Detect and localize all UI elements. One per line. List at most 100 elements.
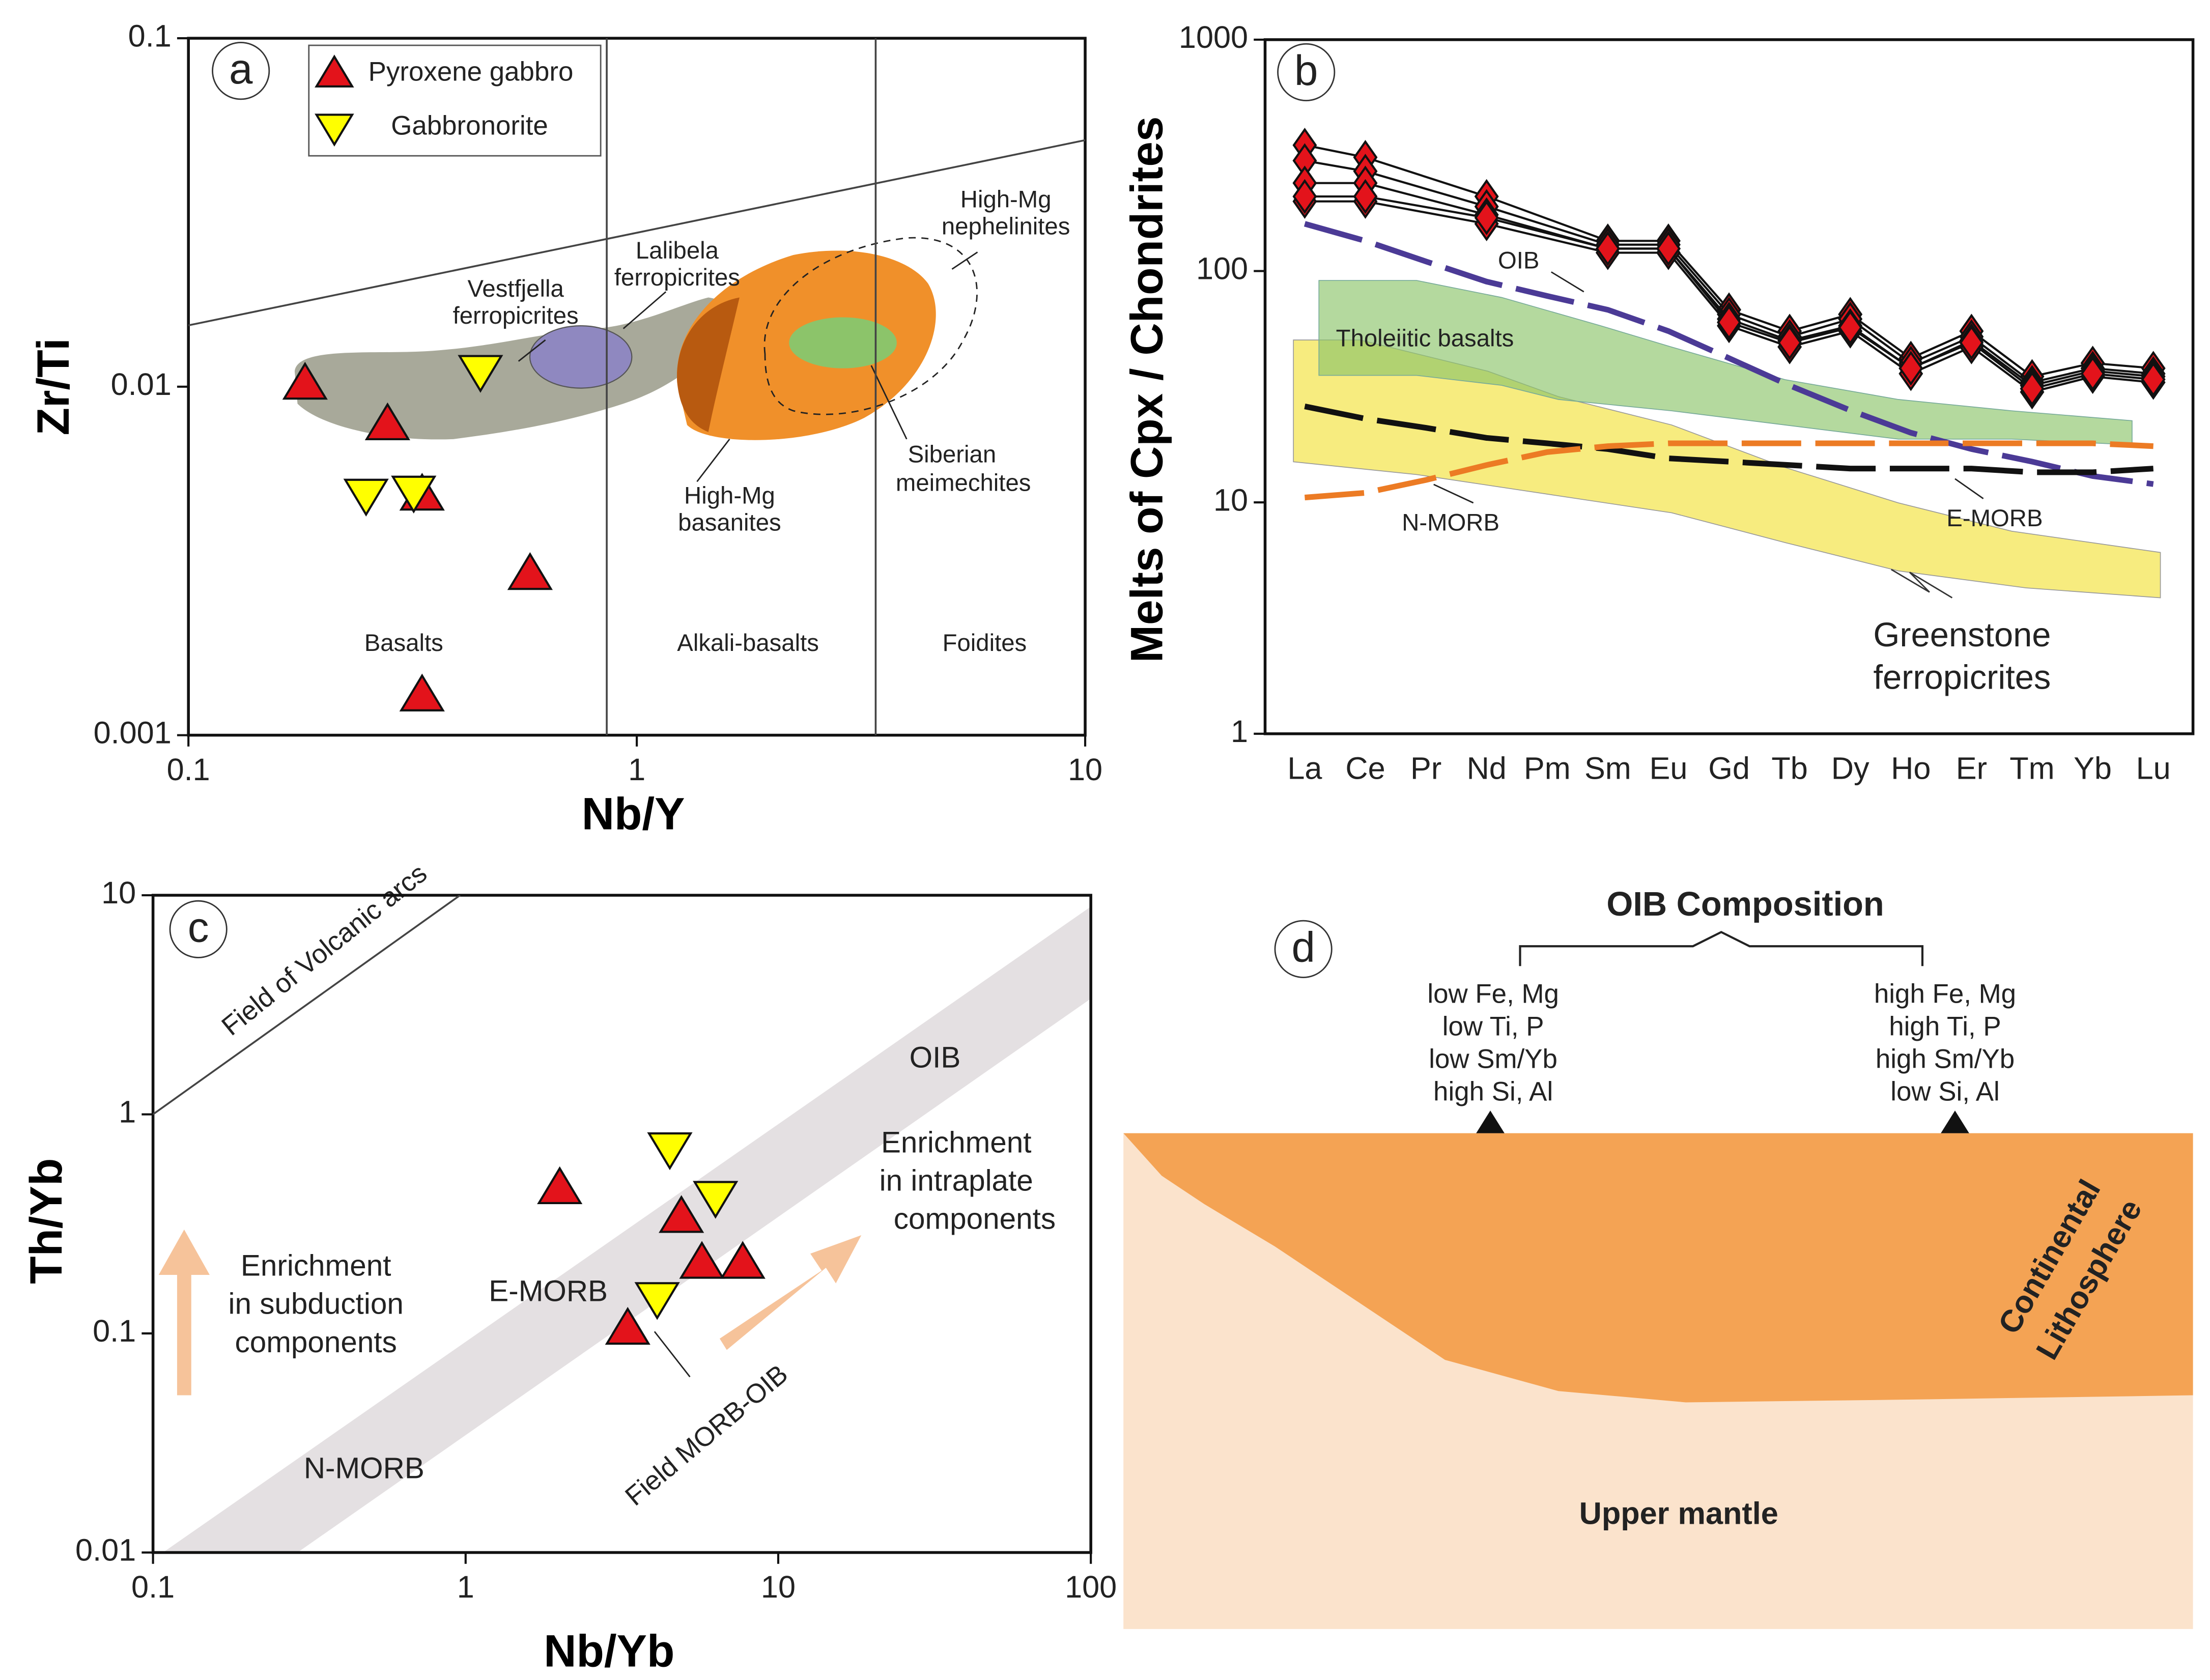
annotation: nephelinites — [942, 213, 1070, 240]
annotation: Enrichment — [241, 1249, 391, 1282]
panel-badge — [212, 42, 270, 100]
plot-frame — [1263, 38, 2195, 735]
boundaries — [153, 895, 461, 1116]
pointer — [1891, 568, 1953, 599]
field — [789, 317, 897, 368]
x-tick-label: 10 — [761, 1570, 796, 1604]
property: high Fe, Mg — [1874, 979, 2016, 1009]
legend-label: Pyroxene gabbro — [369, 57, 574, 87]
annotation: Alkali-basalts — [677, 630, 819, 657]
property: low Si, Al — [1890, 1077, 2000, 1107]
x-tick-label: Er — [1956, 751, 1987, 785]
point — [693, 1181, 739, 1219]
y-tick-label: 0.1 — [128, 18, 172, 53]
annotation: in intraplate — [880, 1164, 1033, 1197]
x-tick-label: 100 — [1065, 1570, 1117, 1604]
annotation: Basalts — [364, 630, 443, 657]
property: high Ti, P — [1889, 1012, 2001, 1042]
annotation: Foidites — [943, 630, 1027, 657]
annotation: ferropicrites — [614, 264, 740, 291]
panel-label: b — [1294, 46, 1318, 94]
property: high Sm/Yb — [1876, 1044, 2015, 1074]
point — [399, 673, 445, 711]
layer-label: Upper mantle — [1579, 1496, 1778, 1530]
reference-line — [1304, 221, 2154, 487]
plot-frame — [151, 894, 1092, 1554]
annotation: Field of Volcanic arcs — [216, 858, 433, 1041]
x-tick-label: 1 — [628, 752, 645, 787]
y-tick-label: 10 — [1213, 482, 1248, 517]
x-tick-label: Ho — [1891, 751, 1931, 785]
series-label: E-MORB — [1946, 505, 2043, 532]
marker — [1476, 1110, 1505, 1133]
sample-point — [1717, 305, 1742, 340]
x-tick-label: 0.1 — [131, 1570, 175, 1604]
x-tick-label: 0.1 — [167, 752, 210, 787]
point — [634, 1282, 680, 1320]
annotation: meimechites — [896, 469, 1031, 496]
field — [529, 325, 633, 389]
property: low Fe, Mg — [1427, 979, 1559, 1009]
point — [458, 355, 503, 393]
sample-point — [2080, 356, 2105, 391]
point — [282, 361, 328, 400]
series-label: N-MORB — [1402, 509, 1499, 536]
reference-line — [1305, 440, 2154, 501]
point — [507, 552, 553, 590]
point — [647, 1132, 693, 1171]
annotation: ferropicrites — [453, 302, 579, 329]
x-tick-label: Tm — [2009, 751, 2054, 785]
marker — [1941, 1110, 1969, 1133]
sample-point — [1959, 325, 1984, 360]
point — [537, 1166, 583, 1205]
x-tick-label: 10 — [1068, 752, 1102, 787]
lithosphere — [1123, 1133, 2193, 1403]
pointer — [518, 339, 546, 362]
reference-line — [1304, 404, 2154, 475]
sample-point — [1474, 200, 1499, 236]
y-axis-label: Melts of Cpx / Chondrites — [1121, 117, 1172, 663]
annotation: Greenstone — [1873, 616, 2051, 654]
x-tick-label: Pr — [1410, 751, 1441, 785]
x-tick-label: Ce — [1345, 751, 1385, 785]
point — [391, 475, 437, 514]
panel-badge — [1274, 920, 1333, 978]
panel-label: a — [229, 45, 253, 93]
sample-point — [1838, 310, 1863, 345]
point — [364, 402, 410, 441]
fields-b — [1293, 271, 2161, 599]
pointer — [622, 291, 667, 329]
bracket — [1519, 931, 1924, 966]
y-tick-label: 10 — [101, 875, 136, 910]
annotation: Enrichment — [881, 1126, 1032, 1159]
x-tick-label: Dy — [1831, 751, 1869, 785]
point — [659, 1195, 704, 1233]
x-tick-label: Lu — [2136, 751, 2171, 785]
y-tick-label: 1 — [1231, 714, 1248, 749]
field — [294, 297, 730, 440]
annotation: basanites — [678, 509, 781, 536]
property: low Sm/Yb — [1429, 1044, 1557, 1074]
annotation: N-MORB — [304, 1452, 424, 1485]
field — [677, 297, 740, 432]
x-tick-label: Sm — [1584, 751, 1631, 785]
annotation: Vestfjella — [467, 275, 564, 302]
arrow — [158, 1229, 210, 1396]
x-tick-label: Tb — [1771, 751, 1807, 785]
fields-a — [294, 237, 978, 482]
field-outline — [763, 237, 978, 415]
annotation: components — [235, 1326, 397, 1359]
annotation: components — [894, 1203, 1056, 1236]
boundary-line — [153, 895, 461, 1116]
y-tick-label: 0.01 — [111, 367, 172, 402]
x-tick-label: 1 — [457, 1570, 474, 1604]
annotation: Siberian — [908, 441, 997, 468]
pointer — [951, 251, 978, 270]
point — [679, 1241, 725, 1279]
pointer — [696, 438, 730, 482]
y-tick-label: 0.01 — [75, 1533, 136, 1568]
panel-label: c — [188, 903, 209, 951]
sample-point — [1899, 351, 1923, 386]
labels-b: Tholeiitic basalts Greenstone ferropicri… — [1121, 43, 2051, 697]
